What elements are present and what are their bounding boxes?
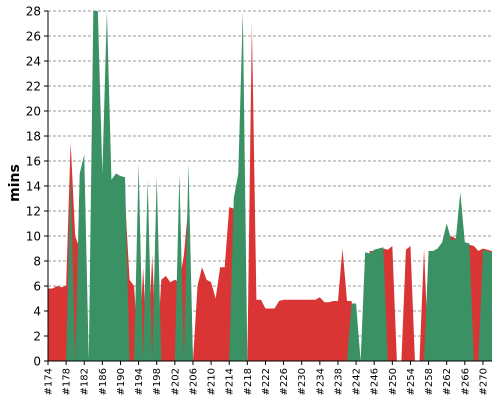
y-tick-label: 18 xyxy=(26,130,41,144)
x-tick-label: #218 xyxy=(243,368,254,395)
x-tick-label: #246 xyxy=(370,368,381,395)
x-tick-label: #186 xyxy=(98,368,109,395)
x-tick-label: #198 xyxy=(152,368,163,395)
series-area-2 xyxy=(48,11,492,361)
x-tick-label: #210 xyxy=(207,368,218,395)
y-tick-label: 14 xyxy=(26,180,41,194)
y-tick-label: 16 xyxy=(26,155,41,169)
x-tick-label: #194 xyxy=(134,368,145,395)
x-tick-label: #254 xyxy=(406,368,417,395)
x-tick-label: #174 xyxy=(44,368,55,395)
x-tick-label: #266 xyxy=(460,368,471,395)
x-tick-label: #206 xyxy=(189,368,200,395)
x-tick-label: #242 xyxy=(352,368,363,395)
y-tick-label: 24 xyxy=(26,55,41,69)
y-axis-label: mins xyxy=(7,164,23,202)
y-tick-label: 26 xyxy=(26,30,41,44)
gridlines xyxy=(44,10,492,362)
y-tick-label: 28 xyxy=(26,5,41,19)
y-tick-label: 22 xyxy=(26,80,41,94)
x-tick-label: #226 xyxy=(279,368,290,395)
x-tick-label: #222 xyxy=(261,368,272,395)
y-tick-label: 6 xyxy=(33,280,41,294)
x-tick-label: #230 xyxy=(297,368,308,395)
x-tick-label: #178 xyxy=(62,368,73,395)
axes xyxy=(47,11,492,362)
y-tick-label: 4 xyxy=(33,305,41,319)
x-tick-label: #214 xyxy=(225,368,236,395)
x-tick-label: #202 xyxy=(170,368,181,395)
y-tick-label: 20 xyxy=(26,105,41,119)
y-tick-label: 12 xyxy=(26,205,41,219)
y-tick-label: 8 xyxy=(33,255,41,269)
x-tick-label: #258 xyxy=(424,368,435,395)
y-tick-label: 2 xyxy=(33,330,41,344)
x-tick-label: #234 xyxy=(315,368,326,395)
x-tick-labels: #174 #178 #182 #186 #190 #194 #198 #202 #206 #210… xyxy=(44,361,489,395)
x-tick-label: #238 xyxy=(334,368,345,395)
series-areas xyxy=(48,11,492,361)
x-tick-label: #182 xyxy=(80,368,91,395)
x-tick-label: #262 xyxy=(442,368,453,395)
y-tick-label: 0 xyxy=(33,355,41,369)
y-tick-label: 10 xyxy=(26,230,41,244)
x-tick-label: #270 xyxy=(478,368,489,395)
x-tick-label: #190 xyxy=(116,368,127,395)
x-tick-label: #250 xyxy=(388,368,399,395)
